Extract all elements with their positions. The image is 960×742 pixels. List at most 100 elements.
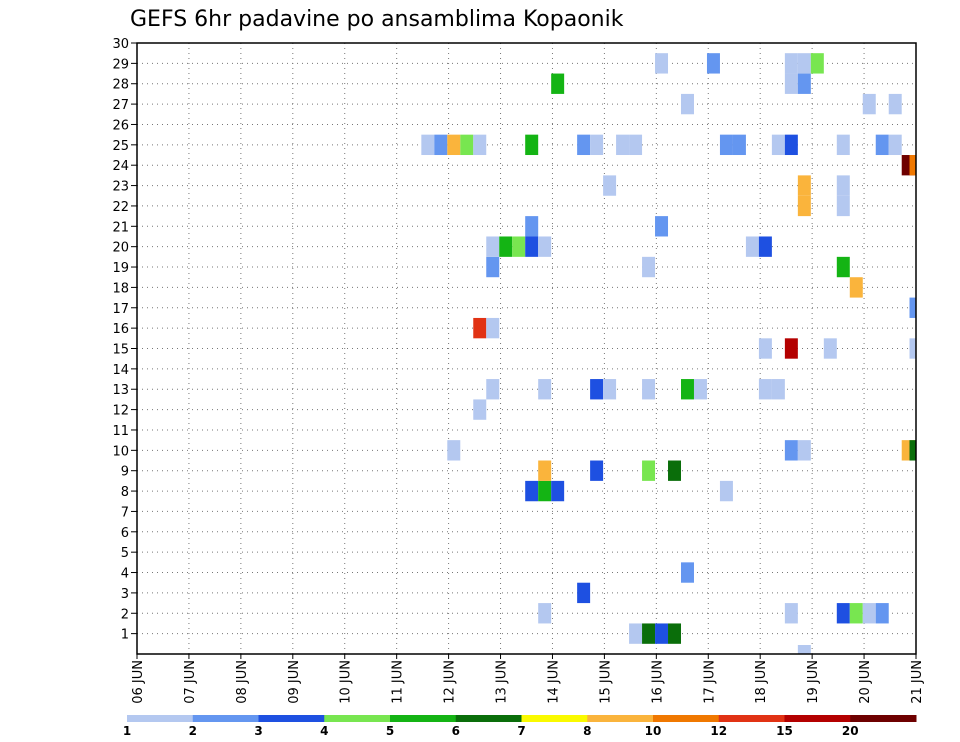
precip-cell bbox=[797, 440, 811, 461]
legend-swatch bbox=[521, 715, 588, 722]
y-tick-label: 13 bbox=[112, 383, 129, 398]
precip-cell bbox=[836, 256, 850, 278]
precip-cell bbox=[862, 603, 876, 624]
y-tick-label: 15 bbox=[112, 343, 129, 358]
legend-label: 8 bbox=[583, 724, 591, 738]
legend-label: 15 bbox=[776, 724, 793, 738]
x-tick-label: 19 JUN bbox=[806, 660, 821, 704]
precip-cell bbox=[473, 134, 487, 156]
precip-cell bbox=[551, 480, 565, 502]
y-tick-label: 20 bbox=[112, 241, 129, 256]
y-tick-label: 25 bbox=[112, 139, 129, 154]
precip-cell bbox=[823, 338, 837, 359]
precip-cell bbox=[836, 603, 850, 624]
y-tick-label: 1 bbox=[121, 628, 129, 643]
precip-cell bbox=[525, 236, 539, 257]
legend-label: 1 bbox=[123, 724, 131, 738]
precip-cell bbox=[849, 277, 863, 298]
precip-cell bbox=[447, 440, 461, 461]
precip-cell bbox=[875, 134, 889, 156]
precip-cell bbox=[719, 134, 733, 156]
precip-cell bbox=[499, 236, 513, 257]
y-tick-label: 12 bbox=[112, 404, 129, 419]
legend-swatch bbox=[192, 715, 259, 722]
legend-swatch bbox=[455, 715, 522, 722]
legend-swatch bbox=[587, 715, 654, 722]
y-tick-label: 26 bbox=[112, 118, 129, 133]
precip-cell bbox=[590, 460, 604, 481]
precip-cell bbox=[758, 338, 772, 359]
precip-cell bbox=[784, 53, 798, 74]
precip-cell bbox=[797, 645, 811, 654]
legend-swatch bbox=[390, 715, 457, 722]
y-tick-label: 10 bbox=[112, 444, 129, 459]
precip-cell bbox=[538, 603, 552, 624]
legend-swatch bbox=[784, 715, 851, 722]
legend-swatch bbox=[324, 715, 391, 722]
precip-cell bbox=[758, 379, 772, 400]
precip-cell bbox=[693, 379, 707, 400]
y-tick-label: 22 bbox=[112, 200, 129, 215]
y-tick-label: 4 bbox=[121, 567, 129, 582]
precip-cells bbox=[421, 53, 916, 654]
precip-cell bbox=[642, 623, 656, 644]
y-tick-label: 3 bbox=[121, 587, 129, 602]
precip-cell bbox=[551, 73, 565, 94]
x-tick-label: 07 JUN bbox=[183, 660, 198, 704]
precip-cell bbox=[784, 338, 798, 359]
precip-cell bbox=[642, 256, 656, 278]
y-tick-label: 16 bbox=[112, 322, 129, 337]
y-tick-label: 18 bbox=[112, 281, 129, 296]
x-tick-label: 14 JUN bbox=[546, 660, 561, 704]
precip-cell bbox=[771, 134, 785, 156]
precip-cell bbox=[810, 53, 824, 74]
precip-cell bbox=[888, 134, 902, 156]
precip-cell bbox=[486, 317, 500, 339]
precip-cell bbox=[655, 216, 669, 237]
precip-cell bbox=[909, 338, 916, 359]
precip-cell bbox=[590, 379, 604, 400]
precip-cell bbox=[745, 236, 759, 257]
precip-cell bbox=[460, 134, 474, 156]
legend-label: 3 bbox=[254, 724, 262, 738]
precip-cell bbox=[681, 562, 694, 583]
precip-cell bbox=[642, 379, 656, 400]
y-tick-label: 19 bbox=[112, 261, 129, 276]
precip-cell bbox=[668, 460, 682, 481]
x-tick-label: 06 JUN bbox=[131, 660, 146, 704]
legend-swatch bbox=[850, 715, 917, 722]
precip-cell bbox=[434, 134, 448, 156]
precip-cell bbox=[836, 195, 850, 217]
precip-cell bbox=[577, 582, 591, 604]
y-tick-label: 14 bbox=[112, 363, 129, 378]
precip-cell bbox=[797, 73, 811, 94]
y-tick-label: 23 bbox=[112, 180, 129, 195]
x-tick-label: 17 JUN bbox=[702, 660, 717, 704]
precip-cell bbox=[862, 93, 876, 115]
x-tick-label: 16 JUN bbox=[650, 660, 665, 704]
legend-swatch bbox=[127, 715, 194, 722]
legend-label: 10 bbox=[645, 724, 662, 738]
y-tick-label: 8 bbox=[121, 485, 129, 500]
x-tick-label: 08 JUN bbox=[235, 660, 250, 704]
legend-label: 4 bbox=[320, 724, 328, 738]
precip-cell bbox=[525, 134, 539, 156]
precip-cell bbox=[681, 379, 694, 400]
precip-cell bbox=[629, 623, 643, 644]
y-tick-label: 28 bbox=[112, 78, 129, 93]
precip-cell bbox=[797, 175, 811, 196]
x-tick-label: 20 JUN bbox=[858, 660, 873, 704]
precip-cell bbox=[909, 155, 916, 176]
x-axis-ticks: 06 JUN 07 JUN 08 JUN 09 JUN 10 JUN 11 JUN 12 J… bbox=[131, 654, 925, 704]
legend-label: 2 bbox=[189, 724, 197, 738]
precip-cell bbox=[732, 134, 746, 156]
precip-cell bbox=[473, 399, 487, 420]
precip-cell bbox=[603, 379, 617, 400]
precip-cell bbox=[836, 134, 850, 156]
precip-cell bbox=[538, 480, 552, 502]
precip-cell bbox=[909, 297, 916, 318]
precip-cell bbox=[784, 134, 798, 156]
precip-cell bbox=[538, 460, 552, 481]
precip-cell bbox=[784, 73, 798, 94]
legend-swatch bbox=[718, 715, 785, 722]
